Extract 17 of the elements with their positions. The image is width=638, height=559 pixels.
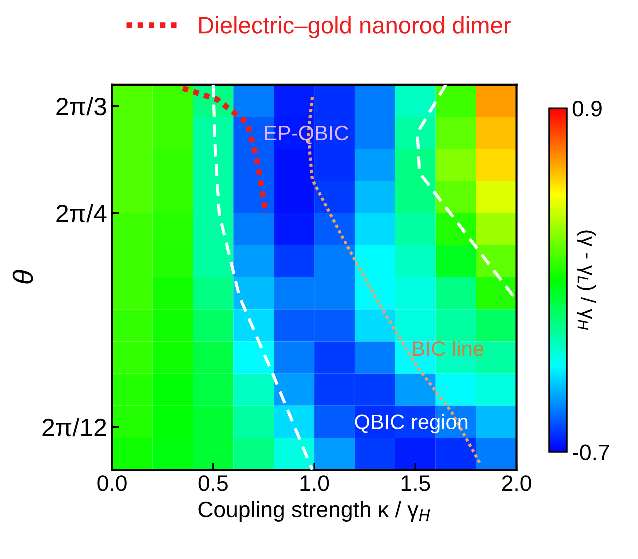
annotation: EP-QBIC bbox=[265, 126, 348, 144]
y-tick-label: 2π/12 bbox=[42, 418, 106, 437]
color-bar-title: (γ - γ$_{L}$) / γ$_{H}$ bbox=[577, 230, 596, 330]
x-tick-label: 0.0 bbox=[98, 476, 127, 492]
color-bar-label: -0.7 bbox=[573, 444, 610, 460]
x-tick-label: 1.0 bbox=[300, 476, 330, 492]
color-bar-label: 0.9 bbox=[572, 100, 602, 117]
legend-label: Dielectric–gold nanorod dimer bbox=[200, 16, 511, 39]
x-tick-label: 0.5 bbox=[198, 476, 228, 492]
x-tick-label: 2.0 bbox=[502, 476, 532, 492]
x-tick-label: 1.5 bbox=[402, 476, 430, 492]
annotation: QBIC region bbox=[355, 414, 468, 434]
y-tick-label: 2π/4 bbox=[56, 204, 107, 223]
x-axis-title: Coupling strength κ / γ$_{H}$ bbox=[198, 501, 430, 522]
annotation: BIC line bbox=[413, 341, 484, 356]
y-axis-title: θ bbox=[12, 270, 34, 284]
y-tick-label: 2π/3 bbox=[56, 97, 106, 116]
